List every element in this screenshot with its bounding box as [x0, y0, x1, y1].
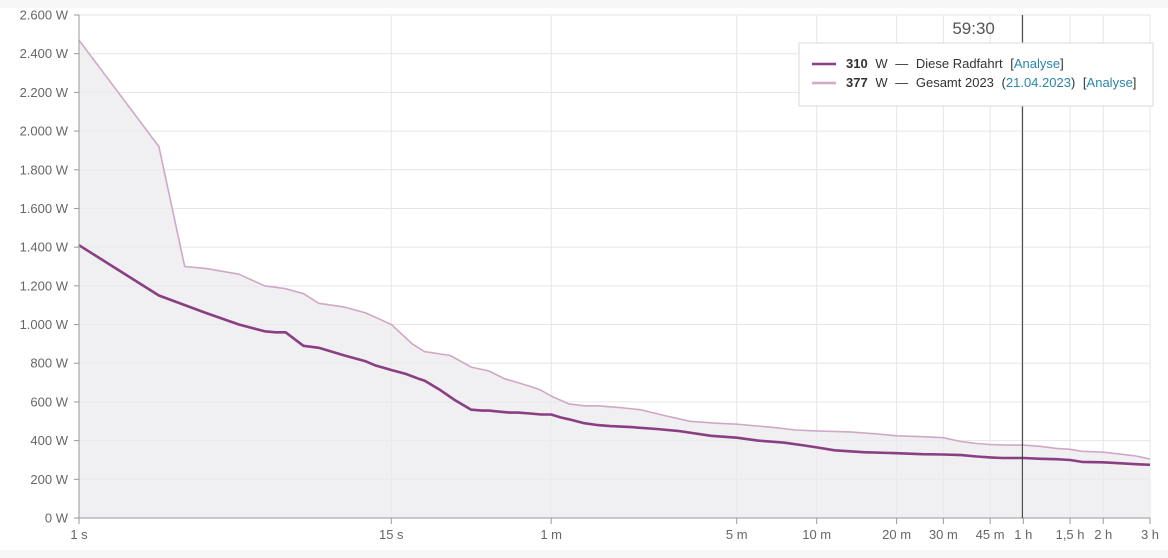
x-tick-label: 1 s — [70, 527, 88, 542]
y-tick-label: 2.200 W — [20, 85, 69, 100]
y-axis-tick-labels: 0 W 200 W 400 W 600 W 800 W 1.000 W 1.200 W 1.4… — [20, 8, 69, 526]
y-tick-label: 0 W — [45, 511, 69, 526]
legend-series-name: Gesamt 2023 — [916, 75, 994, 90]
legend-entry-diese-radfahrt: 310 W — Diese Radfahrt [Analyse] — [846, 56, 1064, 71]
y-tick-label: 2.400 W — [20, 46, 69, 61]
legend-bracket-open: [ — [1083, 75, 1087, 90]
y-tick-label: 2.600 W — [20, 8, 69, 23]
legend-series-name: Diese Radfahrt — [916, 56, 1003, 71]
legend-unit: W — [875, 75, 888, 90]
y-tick-label: 1.600 W — [20, 201, 69, 216]
date-link[interactable]: 21.04.2023 — [1006, 75, 1071, 90]
y-tick-label: 1.000 W — [20, 317, 69, 332]
analyse-link[interactable]: Analyse — [1087, 75, 1133, 90]
legend-bracket-open: [ — [1010, 56, 1014, 71]
top-band — [0, 0, 1168, 8]
y-tick-label: 1.200 W — [20, 278, 69, 293]
y-tick-label: 1.400 W — [20, 240, 69, 255]
legend-dash: — — [895, 75, 908, 90]
x-tick-label: 20 m — [882, 527, 911, 542]
x-tick-label: 15 s — [379, 527, 404, 542]
legend-tooltip: 310 W — Diese Radfahrt [Analyse] 377 W —… — [798, 42, 1154, 107]
x-tick-label: 30 m — [929, 527, 958, 542]
x-tick-label: 45 m — [976, 527, 1005, 542]
bottom-band — [0, 550, 1168, 558]
legend-bracket-close: ] — [1133, 75, 1137, 90]
analyse-link[interactable]: Analyse — [1014, 56, 1060, 71]
x-tick-label: 10 m — [802, 527, 831, 542]
legend-paren-open: ( — [1002, 75, 1007, 90]
y-tick-label: 1.800 W — [20, 162, 69, 177]
legend-dash: — — [895, 56, 908, 71]
legend-paren-close: ) — [1071, 75, 1075, 90]
series-group — [78, 39, 1151, 467]
x-tick-label: 1 h — [1014, 527, 1032, 542]
y-tick-label: 400 W — [30, 433, 68, 448]
y-tick-label: 200 W — [30, 472, 68, 487]
legend-box — [798, 42, 1154, 107]
range-fill-area — [79, 40, 1150, 518]
legend-unit: W — [875, 56, 888, 71]
legend-bracket-close: ] — [1060, 56, 1064, 71]
y-tick-label: 2.000 W — [20, 124, 69, 139]
x-tick-label: 1 m — [540, 527, 562, 542]
y-tick-label: 600 W — [30, 394, 68, 409]
x-tick-label: 1,5 h — [1056, 527, 1085, 542]
axes — [74, 14, 1151, 524]
y-tick-label: 800 W — [30, 356, 68, 371]
legend-entry-gesamt-2023: 377 W — Gesamt 2023 (21.04.2023) [Analys… — [846, 75, 1136, 90]
series-line-gesamt-2023 — [78, 39, 1151, 460]
cursor-time-label: 59:30 — [952, 19, 995, 38]
x-tick-label: 5 m — [726, 527, 748, 542]
series-line-diese-radfahrt — [78, 244, 1151, 467]
legend-value: 310 — [846, 56, 868, 71]
legend-value: 377 — [846, 75, 868, 90]
x-tick-label: 3 h — [1141, 527, 1159, 542]
x-axis-tick-labels: 1 s 15 s 1 m 5 m 10 m 20 m 30 m 45 m 1 h 1,5 h 2 h… — [70, 527, 1159, 542]
x-tick-label: 2 h — [1094, 527, 1112, 542]
